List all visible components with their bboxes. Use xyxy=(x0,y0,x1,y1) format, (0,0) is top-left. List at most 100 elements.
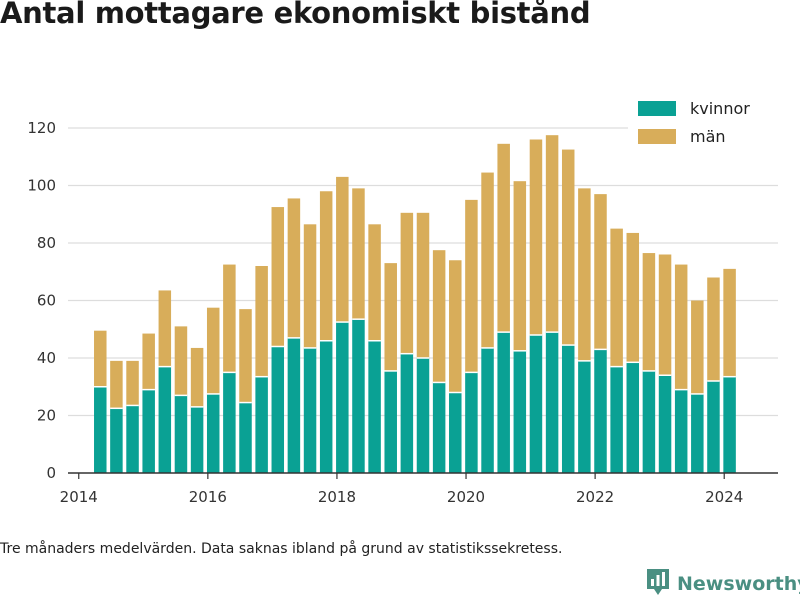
bar-kvinnor xyxy=(642,370,656,473)
bar-man xyxy=(481,172,494,348)
bar-man xyxy=(352,188,365,320)
bar-kvinnor xyxy=(481,347,494,473)
bar-kvinnor xyxy=(594,349,607,473)
bar-kvinnor xyxy=(94,386,107,473)
bar-man xyxy=(384,263,397,371)
bar-man xyxy=(271,207,285,347)
bar-man xyxy=(674,264,688,390)
bar-man xyxy=(110,360,123,409)
bar-kvinnor xyxy=(319,340,333,473)
bar-man xyxy=(691,300,704,394)
y-tick-label: 20 xyxy=(37,407,56,425)
bar-kvinnor xyxy=(497,332,510,473)
bar-kvinnor xyxy=(190,406,204,473)
bar-kvinnor xyxy=(432,382,446,473)
bar-man xyxy=(174,326,188,396)
bar-kvinnor xyxy=(336,322,349,473)
bar-man xyxy=(255,266,268,377)
x-tick-label: 2022 xyxy=(576,488,614,506)
bar-kvinnor xyxy=(142,389,155,473)
bar-man xyxy=(707,277,720,381)
bar-man xyxy=(400,212,414,354)
bar-kvinnor xyxy=(626,362,640,473)
chart-caption: Tre månaders medelvärden. Data saknas ib… xyxy=(0,541,563,557)
legend-label: kvinnor xyxy=(690,99,750,118)
bar-kvinnor xyxy=(400,353,414,473)
bar-kvinnor xyxy=(223,372,236,473)
bar-man xyxy=(561,149,575,346)
bar-man xyxy=(658,254,672,376)
bar-man xyxy=(223,264,236,373)
bar-kvinnor xyxy=(239,402,252,473)
bar-man xyxy=(610,228,623,367)
bar-kvinnor xyxy=(416,358,430,473)
bar-kvinnor xyxy=(674,389,688,473)
y-tick-label: 40 xyxy=(37,349,56,367)
bar-man xyxy=(497,143,510,333)
x-tick-label: 2020 xyxy=(447,488,485,506)
bar-man xyxy=(642,253,656,371)
bar-man xyxy=(158,290,172,367)
x-tick-label: 2014 xyxy=(60,488,98,506)
bar-man xyxy=(190,347,204,407)
bar-man xyxy=(449,260,462,393)
chart-title: Antal mottagare ekonomiskt bistånd xyxy=(0,0,591,30)
bar-man xyxy=(416,212,430,358)
legend-swatch xyxy=(638,129,676,144)
bar-kvinnor xyxy=(303,347,317,473)
bar-man xyxy=(319,191,333,341)
bar-man xyxy=(513,181,527,351)
bar-kvinnor xyxy=(368,340,381,473)
y-axis: 0 20 40 60 80 100 120 xyxy=(27,119,56,482)
bar-kvinnor xyxy=(110,408,123,473)
y-tick-label: 60 xyxy=(37,292,56,310)
bar-man xyxy=(545,135,559,333)
bar-man xyxy=(239,309,252,403)
bar-chart-pin-icon xyxy=(645,567,671,601)
y-tick-label: 80 xyxy=(37,234,56,252)
bar-man xyxy=(529,139,543,335)
bar-kvinnor xyxy=(658,375,672,473)
x-tick-label: 2024 xyxy=(705,488,743,506)
bar-kvinnor xyxy=(545,332,559,473)
bar-kvinnor xyxy=(707,381,720,473)
bar-kvinnor xyxy=(352,319,365,473)
bar-kvinnor xyxy=(384,370,397,473)
bar-kvinnor xyxy=(723,376,736,473)
brand-logo[interactable]: Newsworthy xyxy=(645,569,800,599)
bar-kvinnor xyxy=(610,366,623,473)
x-axis: 2014 2016 2018 2020 2022 2024 xyxy=(60,472,778,506)
brand-name: Newsworthy xyxy=(677,573,800,595)
bar-kvinnor xyxy=(513,350,527,473)
bar-kvinnor xyxy=(578,360,591,473)
legend-swatch xyxy=(638,101,676,116)
bar-man xyxy=(94,330,107,387)
y-tick-label: 100 xyxy=(27,177,56,195)
bar-kvinnor xyxy=(206,393,220,473)
bar-man xyxy=(368,224,381,341)
bar-man xyxy=(594,194,607,350)
bar-kvinnor xyxy=(174,395,188,473)
x-tick-label: 2018 xyxy=(318,488,356,506)
bar-kvinnor xyxy=(449,392,462,473)
legend-label: män xyxy=(690,127,726,146)
bar-kvinnor xyxy=(271,346,285,473)
bar-kvinnor xyxy=(158,366,172,473)
bar-man xyxy=(626,232,640,363)
bar-man xyxy=(336,176,349,323)
bar-man xyxy=(578,188,591,361)
bar-man xyxy=(432,250,446,383)
bar-kvinnor xyxy=(691,393,704,473)
bar-man xyxy=(465,199,478,373)
bar-kvinnor xyxy=(529,335,543,473)
x-tick-label: 2016 xyxy=(189,488,227,506)
bar-kvinnor xyxy=(255,376,268,473)
bar-man xyxy=(142,333,155,390)
bar-man xyxy=(303,224,317,348)
bar-kvinnor xyxy=(465,372,478,473)
bar-man xyxy=(126,360,139,406)
legend: kvinnor män xyxy=(628,94,778,156)
bar-man xyxy=(723,268,736,377)
y-tick-label: 120 xyxy=(27,119,56,137)
bar-man xyxy=(287,198,301,338)
